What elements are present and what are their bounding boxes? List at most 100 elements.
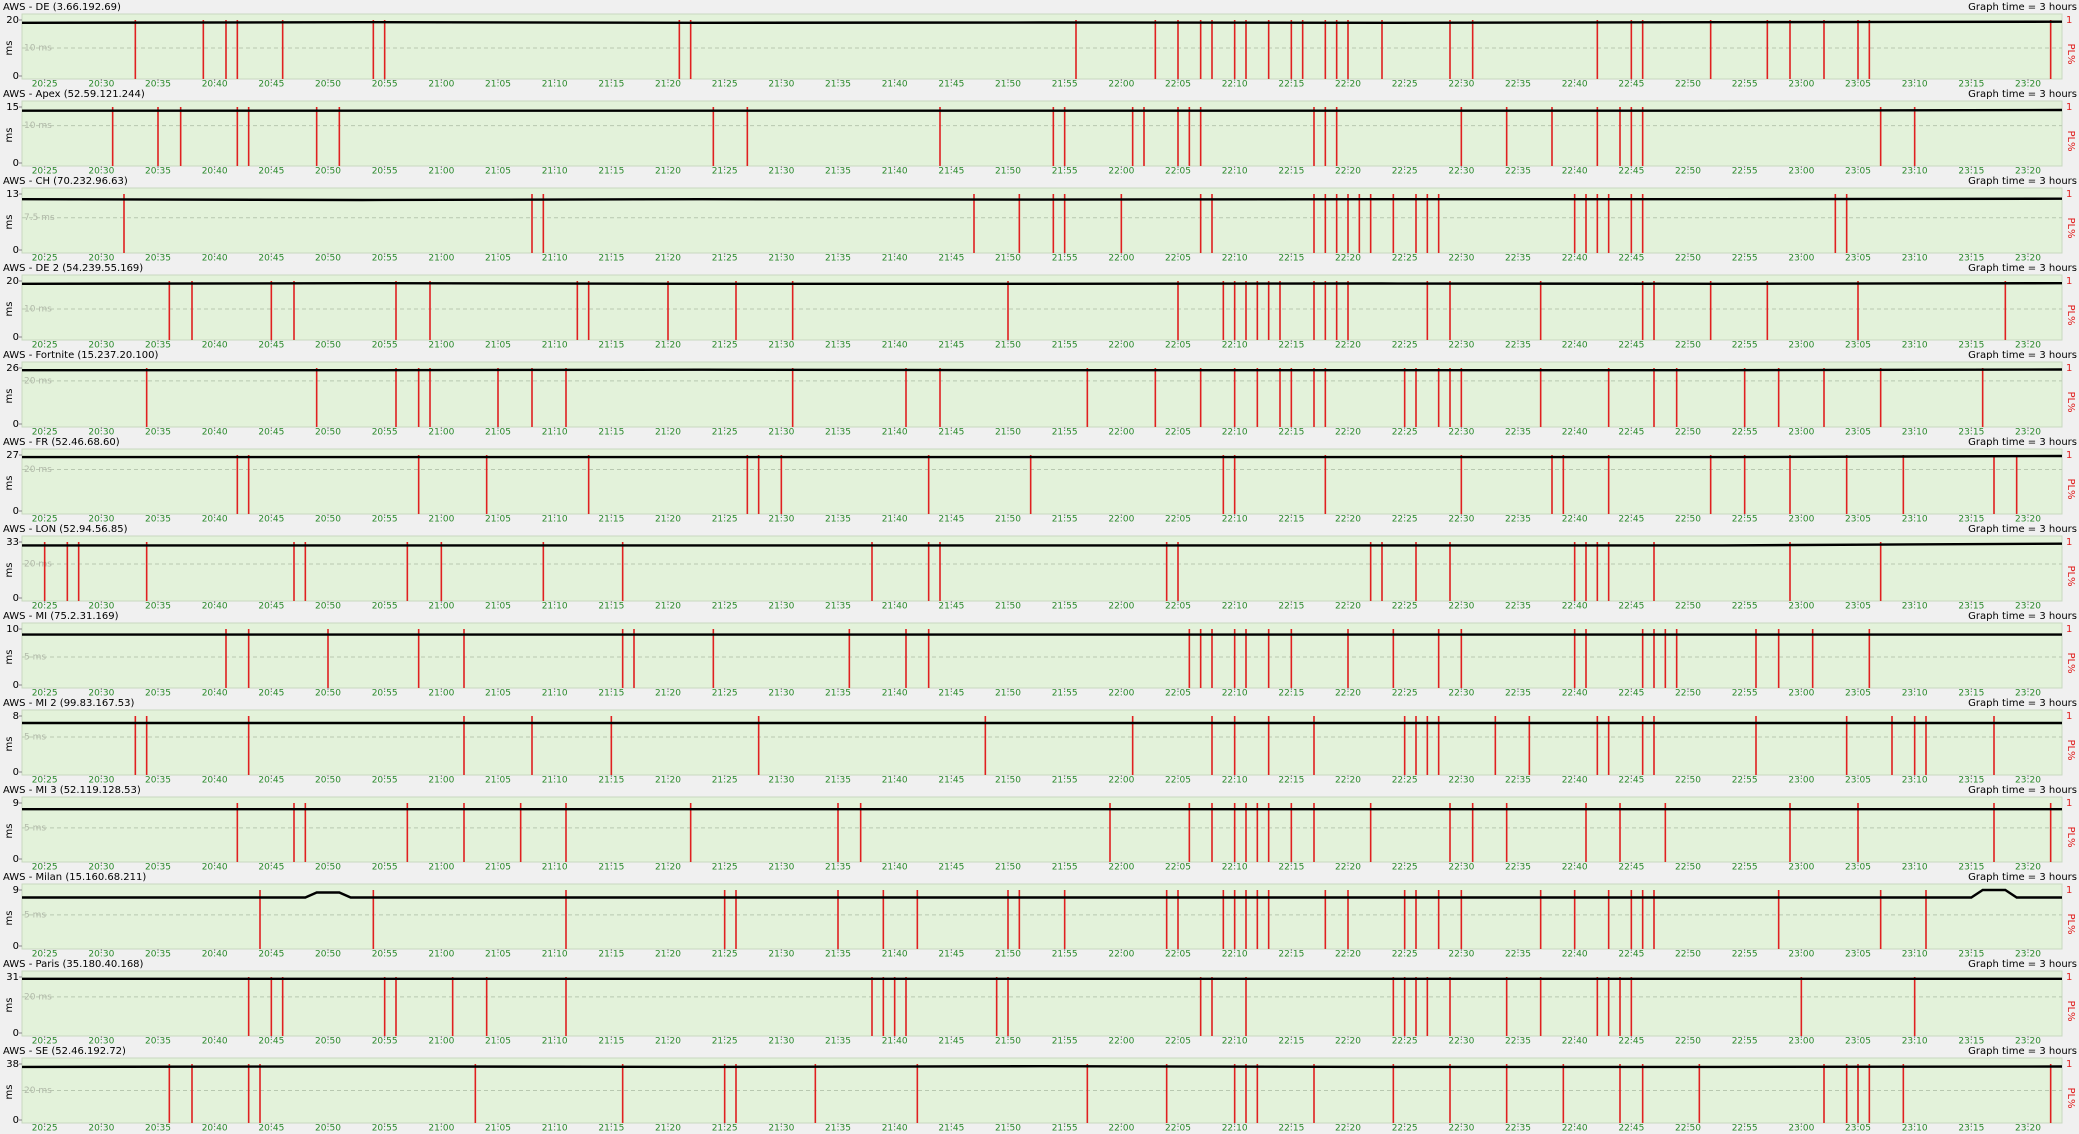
- x-tick-label: 21:05: [485, 167, 511, 177]
- x-tick-label: 22:00: [1108, 80, 1134, 90]
- plot-area: [21, 274, 2063, 341]
- x-tick-label: 21:20: [655, 428, 681, 438]
- plot-area: [21, 796, 2063, 863]
- x-tick-label: 22:35: [1505, 1037, 1531, 1047]
- panel: AWS - DE (3.66.192.69) Graph time = 3 hou…: [0, 0, 2079, 90]
- x-tick-label: 23:20: [2015, 254, 2041, 264]
- x-tick-label: 21:35: [825, 167, 851, 177]
- x-tick-label: 22:40: [1562, 689, 1588, 699]
- x-tick-label: 21:50: [995, 689, 1021, 699]
- x-tick-label: 20:55: [372, 80, 398, 90]
- x-tick-label: 21:10: [542, 1124, 568, 1134]
- y-tick-label: 26: [6, 363, 19, 374]
- x-tick-label: 20:25: [32, 776, 58, 786]
- y2-axis-label: PL%: [2065, 217, 2076, 238]
- x-tick-label: 22:25: [1392, 167, 1418, 177]
- x-tick-label: 21:20: [655, 602, 681, 612]
- x-tick-label: 22:10: [1222, 515, 1248, 525]
- x-tick-label: 22:00: [1108, 515, 1134, 525]
- x-tick-label: 22:25: [1392, 80, 1418, 90]
- x-tick-label: 20:45: [258, 1124, 284, 1134]
- x-tick-label: 22:15: [1278, 1037, 1304, 1047]
- x-tick-label: 23:20: [2015, 1124, 2041, 1134]
- x-tick-label: 20:25: [32, 341, 58, 351]
- x-tick-label: 22:25: [1392, 950, 1418, 960]
- x-tick-label: 21:05: [485, 428, 511, 438]
- x-tick-label: 20:40: [202, 428, 228, 438]
- x-tick-label: 21:35: [825, 428, 851, 438]
- y2-axis-label: PL%: [2065, 478, 2076, 499]
- x-tick-label: 22:40: [1562, 341, 1588, 351]
- x-tick-label: 21:00: [428, 254, 454, 264]
- x-tick-label: 22:35: [1505, 863, 1531, 873]
- x-tick-label: 21:45: [938, 254, 964, 264]
- x-tick-label: 21:25: [712, 1037, 738, 1047]
- x-tick-label: 21:20: [655, 950, 681, 960]
- x-tick-label: 22:50: [1675, 428, 1701, 438]
- y-axis-label: ms: [4, 824, 15, 839]
- x-tick-label: 20:40: [202, 863, 228, 873]
- x-tick-label: 20:40: [202, 80, 228, 90]
- y2-tick-label: 1: [2066, 450, 2072, 461]
- y-tick-label: 38: [6, 1059, 19, 1070]
- x-tick-label: 22:35: [1505, 689, 1531, 699]
- title-strip: [0, 87, 2079, 101]
- latency-line: [21, 281, 2063, 286]
- x-tick-label: 22:50: [1675, 602, 1701, 612]
- x-tick-label: 23:20: [2015, 689, 2041, 699]
- x-tick-label: 20:45: [258, 863, 284, 873]
- x-tick-label: 21:10: [542, 776, 568, 786]
- x-tick-label: 20:30: [88, 167, 114, 177]
- x-tick-label: 23:00: [1788, 80, 1814, 90]
- x-tick-label: 21:40: [882, 1037, 908, 1047]
- x-tick-label: 21:40: [882, 689, 908, 699]
- y-axis-label: ms: [4, 389, 15, 404]
- title-strip: [0, 783, 2079, 797]
- title-strip: [0, 609, 2079, 623]
- y2-axis-label: PL%: [2065, 1087, 2076, 1108]
- x-tick-label: 23:00: [1788, 863, 1814, 873]
- x-tick-label: 21:15: [598, 80, 624, 90]
- x-tick-label: 20:25: [32, 515, 58, 525]
- x-tick-label: 20:45: [258, 602, 284, 612]
- y2-tick-label: 1: [2066, 15, 2072, 26]
- x-tick-label: 21:20: [655, 689, 681, 699]
- x-tick-label: 21:25: [712, 167, 738, 177]
- x-tick-label: 21:05: [485, 602, 511, 612]
- x-tick-label: 22:10: [1222, 80, 1248, 90]
- x-tick-label: 20:35: [145, 950, 171, 960]
- panel: AWS - Apex (52.59.121.244) Graph time = 3…: [0, 87, 2079, 177]
- x-tick-label: 23:15: [1958, 80, 1984, 90]
- y-axis-label: ms: [4, 128, 15, 143]
- x-tick-label: 20:40: [202, 776, 228, 786]
- x-tick-label: 22:35: [1505, 80, 1531, 90]
- x-tick-label: 20:50: [315, 515, 341, 525]
- x-tick-label: 22:50: [1675, 341, 1701, 351]
- x-tick-label: 22:20: [1335, 80, 1361, 90]
- x-tick-label: 21:05: [485, 254, 511, 264]
- x-tick-label: 21:50: [995, 167, 1021, 177]
- x-tick-label: 21:40: [882, 950, 908, 960]
- x-tick-label: 23:20: [2015, 515, 2041, 525]
- x-tick-label: 22:55: [1732, 1037, 1758, 1047]
- graph-time-note: Graph time = 3 hours: [1968, 263, 2077, 274]
- x-tick-label: 21:15: [598, 776, 624, 786]
- x-tick-label: 21:25: [712, 80, 738, 90]
- x-tick-label: 23:20: [2015, 1037, 2041, 1047]
- plot-area: [21, 970, 2063, 1037]
- x-tick-label: 22:30: [1448, 863, 1474, 873]
- panel-title: AWS - MI (75.2.31.169): [3, 611, 119, 622]
- x-tick-label: 23:05: [1845, 776, 1871, 786]
- x-tick-label: 21:25: [712, 254, 738, 264]
- x-tick-label: 20:30: [88, 602, 114, 612]
- panel: AWS - FR (52.46.68.60) Graph time = 3 hou…: [0, 435, 2079, 525]
- x-tick-label: 22:50: [1675, 1124, 1701, 1134]
- x-tick-label: 21:40: [882, 341, 908, 351]
- x-tick-label: 22:40: [1562, 1124, 1588, 1134]
- x-tick-label: 20:50: [315, 1124, 341, 1134]
- y-tick-label: 0: [13, 854, 19, 865]
- x-tick-label: 22:10: [1222, 689, 1248, 699]
- graph-time-note: Graph time = 3 hours: [1968, 959, 2077, 970]
- x-tick-label: 20:35: [145, 689, 171, 699]
- x-tick-label: 20:30: [88, 515, 114, 525]
